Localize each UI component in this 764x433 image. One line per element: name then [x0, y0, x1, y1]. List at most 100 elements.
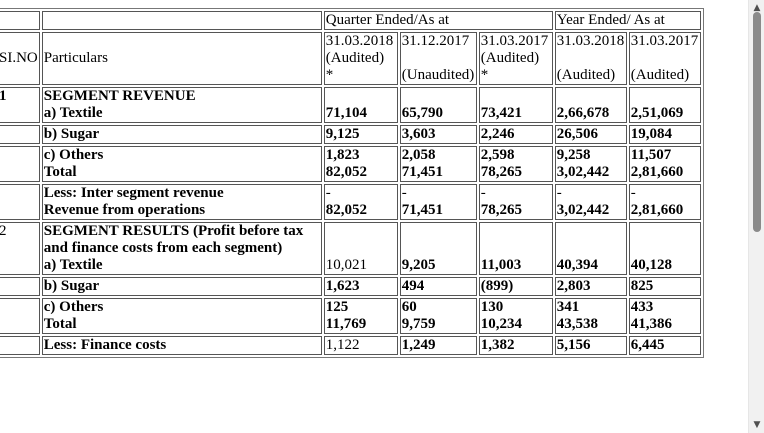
- inter-value: -: [556, 185, 562, 201]
- table-cell: 433 41,386: [628, 298, 701, 334]
- table-row: c) Others Total 125 11,769 60 9,759 130 10,…: [0, 298, 701, 334]
- res-total-value: 11,769: [325, 316, 367, 332]
- table-cell: 9,125: [323, 125, 398, 144]
- table-cell: 130 10,234: [478, 298, 553, 334]
- total-label: Total: [43, 164, 77, 180]
- others-value: 9,258: [556, 147, 591, 163]
- table-cell: 2,66,678: [554, 87, 627, 123]
- scroll-down-arrow-icon[interactable]: ▼: [753, 420, 761, 430]
- table-row: 1 SEGMENT REVENUE a) Textile 71,104 65,7…: [0, 87, 701, 123]
- revops-value: 3,02,442: [556, 202, 610, 218]
- others-value: 1,823: [325, 147, 360, 163]
- header-y1-status: (Audited): [556, 67, 616, 83]
- table-row: c) Others Total 1,823 82,052 2,058 71,451 …: [0, 146, 701, 182]
- table-row: b) Sugar 9,125 3,603 2,246 26,506 19,084: [0, 125, 701, 144]
- table-cell: 1,249: [399, 336, 477, 355]
- header-y2: 31.03.2017 (Audited): [628, 32, 701, 85]
- row-sl-1: 1: [0, 87, 40, 123]
- row-sl-empty: [0, 277, 40, 296]
- table-cell: 40,128: [628, 222, 701, 275]
- finance-label: Less: Finance costs: [41, 336, 322, 355]
- row-label: SEGMENT REVENUE a) Textile: [41, 87, 322, 123]
- header-y1-spacer: [557, 50, 625, 67]
- table-cell: 2,058 71,451: [399, 146, 477, 182]
- header-row-columns: SI.NO Particulars 31.03.2018 (Audited) *…: [0, 32, 701, 85]
- table-cell: 6,445: [628, 336, 701, 355]
- header-q3-mark: *: [480, 67, 489, 83]
- table-cell: 10,021: [323, 222, 398, 275]
- res-others-value: 341: [556, 299, 580, 315]
- total-value: 3,02,442: [556, 164, 610, 180]
- res-others-value: 433: [630, 299, 654, 315]
- revops-value: 82,052: [325, 202, 368, 218]
- row-label: SEGMENT RESULTS (Profit before tax and f…: [41, 222, 322, 275]
- header-q3: 31.03.2017 (Audited) *: [478, 32, 553, 85]
- res-others-label: c) Others: [43, 299, 104, 315]
- header-y1-date: 31.03.2018: [556, 33, 625, 49]
- header-y2-status: (Audited): [630, 67, 690, 83]
- revops-value: 2,81,660: [630, 202, 684, 218]
- total-value: 82,052: [325, 164, 368, 180]
- table-cell: 1,122: [323, 336, 398, 355]
- header-particulars: Particulars: [41, 32, 322, 85]
- table-cell: (899): [478, 277, 553, 296]
- res-others-value: 60: [401, 299, 417, 315]
- res-others-value: 130: [480, 299, 504, 315]
- segment-results-table: Quarter Ended/As at Year Ended/ As at SI…: [0, 8, 704, 358]
- res-total-value: 43,538: [556, 316, 599, 332]
- inter-value: -: [630, 185, 636, 201]
- total-value: 78,265: [480, 164, 523, 180]
- vertical-scrollbar[interactable]: ▲ ▼: [748, 0, 764, 433]
- row-sl-2: 2: [0, 222, 40, 275]
- header-y1: 31.03.2018 (Audited): [554, 32, 627, 85]
- total-value: 2,81,660: [630, 164, 684, 180]
- table-row: Less: Finance costs 1,122 1,249 1,382 5,…: [0, 336, 701, 355]
- table-cell: -78,265: [478, 184, 553, 220]
- header-quarter-group: Quarter Ended/As at: [323, 11, 553, 30]
- header-q1-status: (Audited): [325, 50, 385, 66]
- res-total-label: Total: [43, 316, 77, 332]
- table-cell: 1,823 82,052: [323, 146, 398, 182]
- row-sl-empty: [0, 298, 40, 334]
- row-label: c) Others Total: [41, 298, 322, 334]
- table-cell: 60 9,759: [399, 298, 477, 334]
- table-cell: 26,506: [554, 125, 627, 144]
- table-cell: -2,81,660: [628, 184, 701, 220]
- header-q1: 31.03.2018 (Audited) *: [323, 32, 398, 85]
- table-row: b) Sugar 1,623 494 (899) 2,803 825: [0, 277, 701, 296]
- table-cell: 9,205: [399, 222, 477, 275]
- header-y2-spacer: [631, 50, 699, 67]
- row-sl-empty: [0, 146, 40, 182]
- scroll-up-arrow-icon[interactable]: ▲: [753, 3, 761, 13]
- table-cell: 494: [399, 277, 477, 296]
- row-sl-empty: [0, 336, 40, 355]
- table-cell: 5,156: [554, 336, 627, 355]
- revops-value: 71,451: [401, 202, 444, 218]
- segment-results-heading: SEGMENT RESULTS (Profit before tax and f…: [43, 223, 304, 256]
- header-sl-no: SI.NO: [0, 32, 40, 85]
- header-q3-date: 31.03.2017: [480, 33, 549, 49]
- table-cell: 2,246: [478, 125, 553, 144]
- header-q2: 31.12.2017 (Unaudited): [399, 32, 477, 85]
- table-cell: 65,790: [399, 87, 477, 123]
- table-cell: 9,258 3,02,442: [554, 146, 627, 182]
- document-viewport: Quarter Ended/As at Year Ended/ As at SI…: [0, 8, 704, 358]
- header-year-group: Year Ended/ As at: [554, 11, 701, 30]
- others-value: 2,058: [401, 147, 436, 163]
- res-total-value: 41,386: [630, 316, 673, 332]
- table-cell: 125 11,769: [323, 298, 398, 334]
- others-label: c) Others: [43, 147, 104, 163]
- scrollbar-thumb[interactable]: [753, 12, 761, 232]
- table-cell: 2,51,069: [628, 87, 701, 123]
- inter-value: -: [480, 185, 486, 201]
- total-value: 71,451: [401, 164, 444, 180]
- table-cell: 825: [628, 277, 701, 296]
- table-cell: -71,451: [399, 184, 477, 220]
- table-cell: 11,507 2,81,660: [628, 146, 701, 182]
- table-cell: -3,02,442: [554, 184, 627, 220]
- revops-value: 78,265: [480, 202, 523, 218]
- sugar-label: b) Sugar: [41, 125, 322, 144]
- segment-revenue-heading: SEGMENT REVENUE: [43, 88, 196, 104]
- table-cell: 3,603: [399, 125, 477, 144]
- res-total-value: 10,234: [480, 316, 523, 332]
